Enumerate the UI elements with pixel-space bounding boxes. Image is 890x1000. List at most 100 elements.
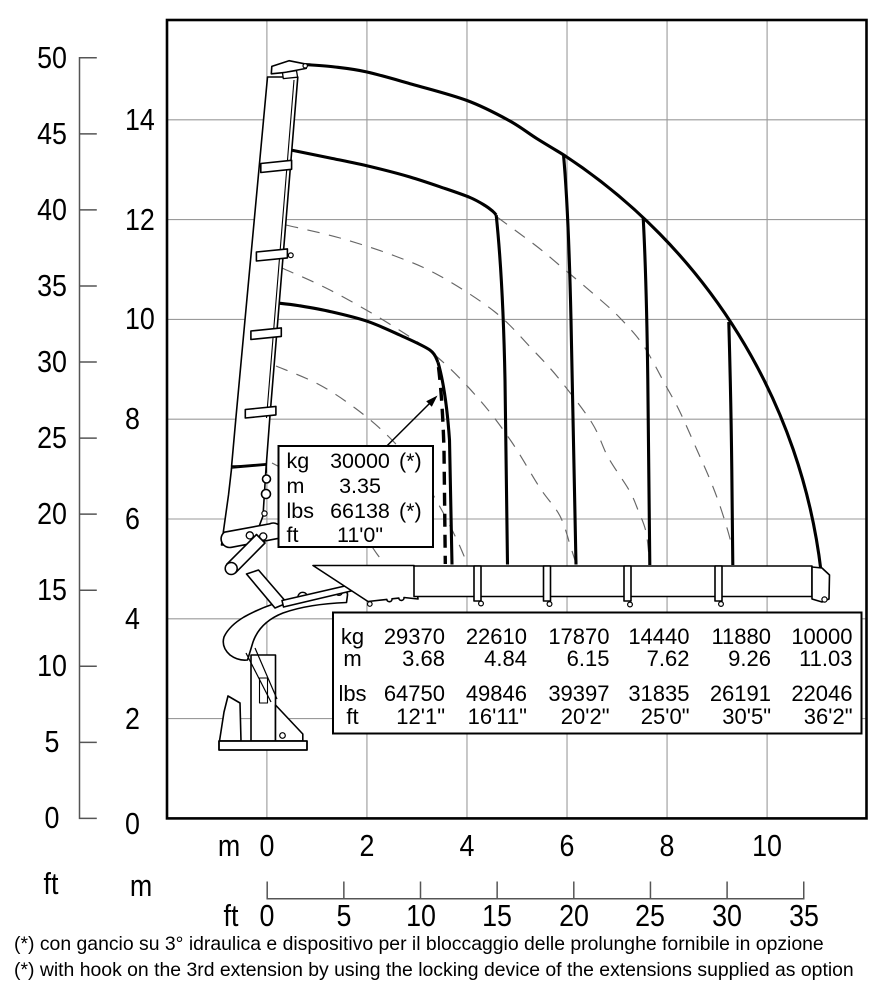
bottom-ft-label-10: 10 (405, 898, 436, 933)
callout-label-kg: kg (286, 449, 310, 473)
radius-line-5 (727, 321, 735, 566)
m-axis-label-0: 0 (124, 806, 140, 841)
m-axis-label-4: 4 (124, 601, 140, 636)
callout-value-m: 3.35 (339, 473, 381, 498)
bottom-m-label-8: 8 (659, 828, 675, 863)
table-cell-kg-3: 14440 (628, 624, 690, 649)
bottom-ft-unit-label: ft (223, 898, 239, 933)
ft-ruler-line (266, 881, 805, 900)
ft-axis-label-25: 25 (37, 420, 67, 455)
table-cell-m-4: 9.26 (728, 645, 771, 671)
m-axis-label-14: 14 (124, 102, 155, 137)
max-capacity-callout-box (277, 445, 434, 548)
left-ft-unit-label: ft (43, 866, 59, 901)
stabilizer-foot-left (218, 695, 242, 742)
divider-pin-2 (546, 600, 553, 607)
bottom-m-label-10: 10 (752, 828, 783, 863)
crane-drawing (218, 59, 831, 751)
lift-cylinder-cap (224, 561, 238, 576)
table-cell-lbs-5: 22046 (791, 681, 853, 706)
callout-arrow (385, 395, 438, 448)
bottom-m-label-6: 6 (559, 828, 575, 863)
boom-head-pin (302, 63, 309, 69)
callout-arrow-head (426, 395, 438, 407)
callout-label-lbs: lbs (286, 498, 314, 523)
max-capacity-dashed-line (436, 366, 447, 565)
boom-collar-1 (259, 159, 293, 174)
ft-axis-label-0: 0 (44, 801, 60, 836)
divider-pin-1 (478, 600, 485, 607)
bottom-ft-ruler (266, 881, 805, 900)
boom-collar-3 (250, 327, 283, 341)
arm-tip-block (811, 566, 831, 603)
dashed-arc-3 (281, 267, 577, 563)
table-cell-kg-5: 10000 (791, 624, 853, 649)
radius-line-4 (641, 217, 652, 566)
table-cell-ft-3: 25'0" (640, 703, 690, 729)
table-cell-ft-4: 30'5" (722, 703, 771, 729)
table-cell-m-5: 11.03 (799, 645, 853, 671)
footnote-italian: (*) con gancio su 3° idraulica e disposi… (14, 932, 824, 955)
callout-value-ft: 11'0" (336, 523, 384, 548)
leg-link-bar-1 (245, 652, 272, 703)
table-cell-lbs-0: 64750 (383, 681, 445, 706)
ft-axis-label-40: 40 (37, 192, 67, 227)
ft-axis-label-35: 35 (37, 268, 67, 303)
left-m-unit-label: m (129, 868, 152, 903)
table-cell-lbs-1: 49846 (465, 681, 527, 706)
table-row-label-kg: kg (340, 624, 365, 649)
ft-axis-label-30: 30 (37, 344, 67, 379)
table-cell-lbs-2: 39397 (548, 681, 610, 706)
boom-head-step (281, 69, 299, 80)
divider-pin-3 (626, 601, 633, 608)
table-cell-m-3: 7.62 (646, 645, 690, 671)
dashed-arc-1 (496, 216, 734, 563)
boom-collar-2-pin (287, 252, 294, 259)
table-cell-m-0: 3.68 (402, 645, 445, 671)
table-cell-m-2: 6.15 (566, 645, 610, 671)
callout-arrow-line (385, 402, 431, 448)
bottom-ft-label-35: 35 (788, 898, 819, 933)
callout-value-kg: 30000 (330, 449, 390, 473)
footnote-english: (*) with hook on the 3rd extension by us… (14, 958, 854, 981)
table-row-label-m: m (343, 645, 362, 671)
table-cell-ft-5: 36'2" (803, 703, 853, 729)
mid-capacity-curve (288, 147, 498, 217)
m-axis-label-8: 8 (124, 401, 140, 436)
callout-suffix-kg: (*) (399, 449, 422, 473)
bottom-m-label-2: 2 (359, 828, 375, 863)
m-axis-label-6: 6 (124, 501, 140, 536)
table-cell-kg-2: 17870 (548, 624, 610, 649)
table-cell-ft-2: 20'2" (560, 703, 610, 729)
capacity-table-box (332, 611, 863, 735)
leg-link-bar-2 (254, 647, 278, 700)
link-pin-1 (245, 531, 255, 540)
table-cell-lbs-3: 31835 (628, 681, 690, 706)
rod-pin (366, 601, 373, 607)
boom-collar-2 (255, 248, 289, 262)
bottom-m-unit-label: m (217, 828, 241, 863)
base-body-bump-2 (260, 488, 272, 500)
ft-axis-label-15: 15 (37, 572, 67, 607)
ft-axis-label-20: 20 (37, 496, 67, 531)
bottom-ft-label-0: 0 (259, 898, 275, 933)
capacity-curves (277, 63, 823, 572)
arm-divider-4 (714, 565, 723, 602)
divider-pin-4 (717, 600, 724, 607)
table-cell-ft-0: 12'1" (396, 703, 445, 729)
callout-label-ft: ft (286, 523, 299, 548)
m-axis-label-2: 2 (124, 701, 140, 736)
bottom-ft-label-15: 15 (482, 898, 513, 933)
table-row-label-lbs: lbs (338, 681, 367, 706)
bottom-ft-label-30: 30 (712, 898, 743, 933)
base-plate (218, 740, 308, 751)
arm-section-dividers (473, 565, 723, 602)
table-cell-ft-1: 16'11" (467, 703, 527, 729)
table-row-label-ft: ft (346, 703, 359, 729)
inner-capacity-curve (277, 301, 440, 364)
bottom-m-label-4: 4 (459, 828, 475, 863)
plot-border (165, 18, 868, 820)
foot-pin (279, 732, 286, 739)
left-ft-axis (78, 57, 97, 820)
